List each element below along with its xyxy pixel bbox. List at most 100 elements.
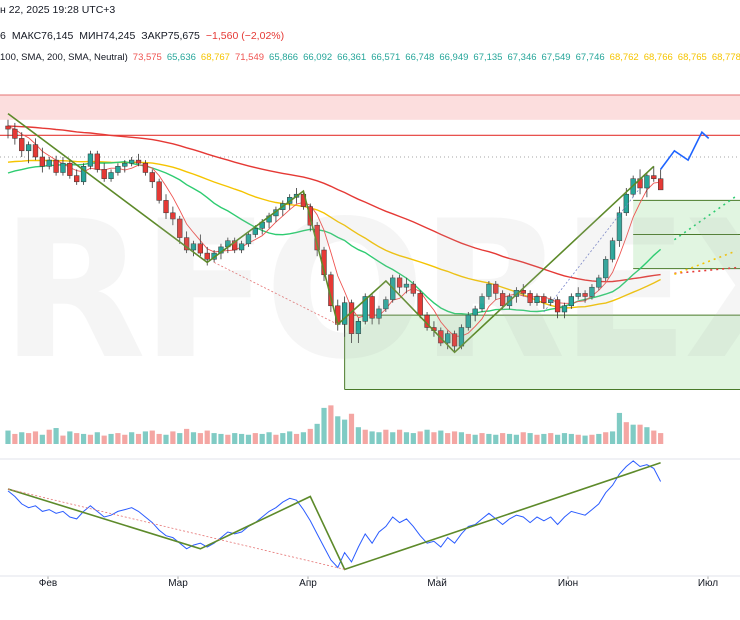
volume-bar xyxy=(67,431,73,444)
volume-bar xyxy=(87,434,94,444)
candle-body xyxy=(554,299,561,313)
x-tick-label: Фев xyxy=(39,578,57,589)
candle-body xyxy=(376,308,382,319)
volume-bar xyxy=(589,434,595,444)
candle-body xyxy=(527,293,533,303)
x-tick-label: Июл xyxy=(698,578,718,589)
candle-body xyxy=(396,277,403,288)
candle-body xyxy=(575,293,581,297)
candle-body xyxy=(183,237,190,251)
volume-bar xyxy=(12,433,18,444)
volume-bar xyxy=(630,424,636,444)
volume-bar xyxy=(156,433,162,444)
candle-body xyxy=(568,296,574,307)
volume-bar xyxy=(548,433,554,444)
resistance-zone xyxy=(0,95,740,120)
volume-bar xyxy=(39,434,45,444)
candle-body xyxy=(383,299,389,310)
candle-body xyxy=(245,234,252,245)
candle-body xyxy=(589,286,595,297)
candle-body xyxy=(651,175,657,179)
ohlc-close: ЗАКР75,675 xyxy=(141,30,200,42)
volume-bar xyxy=(170,431,176,444)
indicator-value: 68,766 xyxy=(643,52,673,63)
volume-bar xyxy=(369,431,375,444)
indicator-value: 68,765 xyxy=(677,52,707,63)
volume-bar xyxy=(129,432,135,444)
volume-bar xyxy=(5,430,11,444)
volume-bar xyxy=(458,432,465,444)
volume-bar xyxy=(465,433,471,444)
volume-bar xyxy=(46,429,52,444)
volume-bar xyxy=(232,433,238,444)
indicator-value: 66,571 xyxy=(371,52,401,63)
volume-bar xyxy=(26,433,32,444)
candle-body xyxy=(108,172,114,179)
candle-body xyxy=(534,296,540,303)
indicator-value: 68,778 xyxy=(711,52,740,63)
volume-bar xyxy=(163,434,169,444)
candle-body xyxy=(163,200,169,214)
volume-bar xyxy=(403,432,410,444)
volume-bar xyxy=(80,433,87,444)
indicator-value: 65,636 xyxy=(166,52,196,63)
indicator-value: 66,092 xyxy=(303,52,333,63)
volume-bar xyxy=(108,433,114,444)
volume-bar xyxy=(74,433,80,444)
candle-body xyxy=(561,305,568,313)
indicator-value: 73,575 xyxy=(132,52,162,63)
candle-body xyxy=(438,330,444,344)
volume-bar xyxy=(541,433,547,444)
candle-body xyxy=(32,144,39,158)
candle-body xyxy=(644,175,650,189)
candle-body xyxy=(609,240,616,260)
volume-bar xyxy=(355,427,361,444)
volume-bar xyxy=(651,430,657,444)
candle-body xyxy=(369,296,375,319)
volume-bar xyxy=(197,433,203,444)
candle-body xyxy=(60,162,66,173)
candle-body xyxy=(252,228,258,235)
volume-bars xyxy=(5,405,664,444)
volume-bar xyxy=(287,431,293,444)
volume-bar xyxy=(445,433,451,444)
volume-bar xyxy=(527,433,533,444)
ohlc-high: МАКС76,145 xyxy=(11,30,74,42)
candle-body xyxy=(616,212,623,241)
header-ohlc: 6 МАКС76,145 МИН74,245 ЗАКР75,675 −1,560 (−2… xyxy=(0,30,290,42)
candle-body xyxy=(445,333,451,344)
volume-bar xyxy=(383,429,389,444)
volume-bar xyxy=(32,431,39,444)
volume-bar xyxy=(252,433,258,444)
indicator-value: 66,748 xyxy=(405,52,435,63)
candle-body xyxy=(5,125,11,130)
volume-bar xyxy=(142,431,148,444)
volume-bar xyxy=(472,434,478,444)
candle-body xyxy=(541,296,547,303)
volume-bar xyxy=(500,433,506,444)
candle-body xyxy=(493,283,499,294)
volume-bar xyxy=(603,432,609,444)
volume-bar xyxy=(390,432,396,444)
candle-body xyxy=(486,283,492,297)
candle-body xyxy=(170,212,176,220)
candle-body xyxy=(39,156,46,167)
indicator-values: 73,575 65,636 68,767 71,549 65,866 66,092 66,3… xyxy=(133,52,740,63)
volume-bar xyxy=(658,433,664,444)
ohlc-prefix: 6 xyxy=(0,30,6,42)
candle-body xyxy=(94,153,100,170)
indicator-value: 65,866 xyxy=(269,52,299,63)
rsi-dotted xyxy=(7,488,345,570)
candle-body xyxy=(465,314,471,328)
volume-bar xyxy=(348,413,355,444)
candle-body xyxy=(46,159,52,167)
indicator-value: 67,549 xyxy=(541,52,571,63)
volume-bar xyxy=(644,427,650,444)
header-date: н 22, 2025 19:28 UTC+3 xyxy=(0,4,116,16)
volume-bar xyxy=(486,433,492,444)
sma-100-line xyxy=(7,159,661,309)
candle-body xyxy=(177,218,183,238)
candle-body xyxy=(417,293,423,316)
candle-body xyxy=(355,321,362,334)
